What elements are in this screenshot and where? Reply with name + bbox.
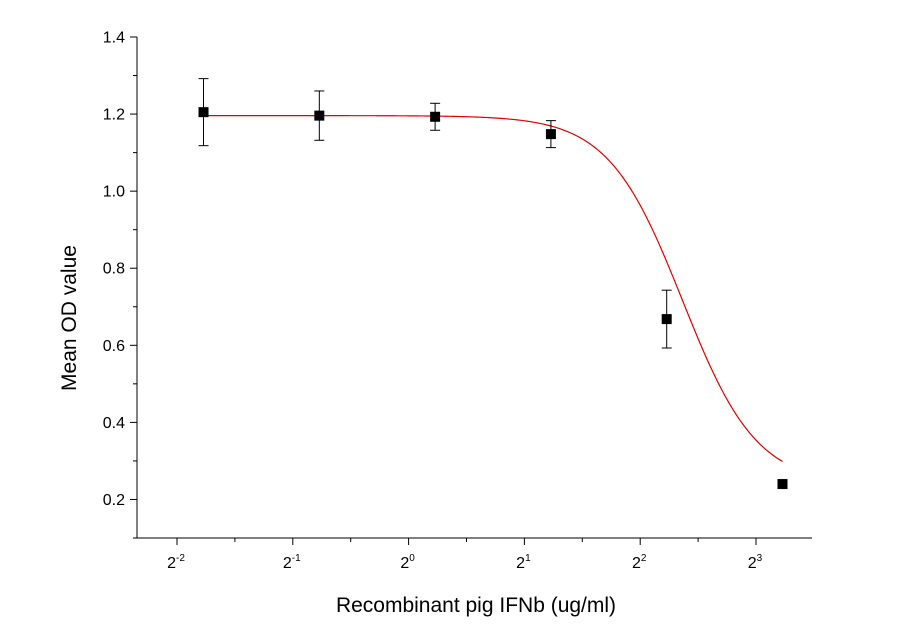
data-point-marker [198,107,209,118]
axis-ticks: 0.2 0.4 0.6 0.8 1.0 1.2 1.4 2-2 2-1 20 21 22 23 [103,30,763,573]
axes [136,37,812,539]
x-axis-label: Recombinant pig IFNb (ug/ml) [336,594,616,617]
y-axis-label: Mean OD value [58,245,81,391]
y-tick-label: 0.6 [103,338,125,355]
x-tick-label: 22 [632,553,647,572]
x-tick-label: 2-2 [167,553,185,572]
y-tick-label: 0.2 [103,492,125,509]
data-point-marker [430,111,441,122]
y-tick-label: 0.4 [103,415,125,432]
fit-curve [203,115,783,462]
y-tick-label: 1.2 [103,107,125,124]
x-tick-label: 21 [516,553,531,572]
data-point-marker [314,110,325,121]
data-point-marker [545,129,556,140]
x-tick-label: 2-1 [283,553,301,572]
x-tick-label: 20 [400,553,415,572]
y-tick-label: 1.4 [103,30,125,47]
x-tick-label: 23 [748,553,763,572]
y-tick-label: 1.0 [103,184,125,201]
y-tick-label: 0.8 [103,261,125,278]
data-point-marker [661,314,672,325]
data-points [198,78,788,490]
data-point-marker [777,479,788,490]
